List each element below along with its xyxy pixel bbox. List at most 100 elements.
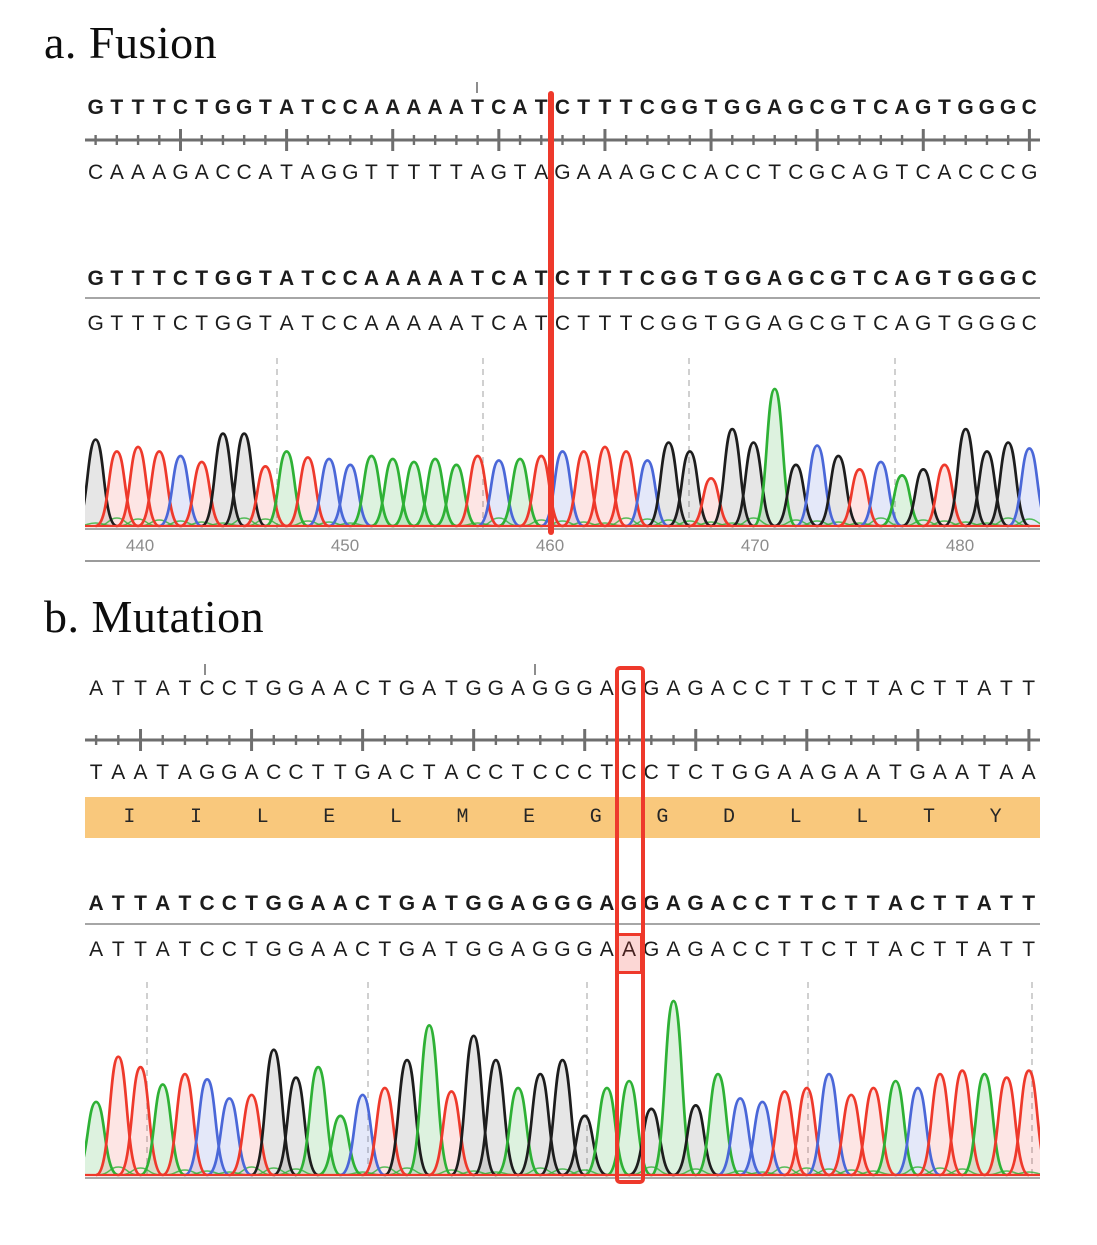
base-letter: T bbox=[534, 96, 548, 119]
base-letter: A bbox=[767, 312, 782, 335]
ruler-svg bbox=[85, 129, 1040, 151]
base-letter: T bbox=[152, 312, 166, 335]
base-letter: C bbox=[821, 892, 837, 915]
base-letter: A bbox=[866, 761, 881, 784]
base-letter: T bbox=[1000, 677, 1013, 700]
base-letter: G bbox=[214, 312, 232, 335]
base-letter: A bbox=[844, 761, 859, 784]
base-letter: T bbox=[933, 938, 947, 961]
base-letter: C bbox=[910, 677, 926, 700]
base-letter: A bbox=[512, 96, 528, 119]
axis-tick-label: 460 bbox=[535, 536, 565, 555]
base-letter: G bbox=[830, 96, 847, 119]
base-letter: C bbox=[199, 938, 215, 961]
base-letter: C bbox=[554, 96, 570, 119]
base-letter: T bbox=[245, 938, 258, 961]
base-letter: A bbox=[444, 761, 459, 784]
base-letter: C bbox=[221, 892, 237, 915]
base-letter: A bbox=[894, 96, 910, 119]
base-letter: T bbox=[711, 761, 725, 784]
base-letter: T bbox=[768, 161, 782, 184]
base-letter: T bbox=[937, 267, 951, 290]
base-letter: T bbox=[844, 938, 858, 961]
base-letter: G bbox=[531, 938, 549, 961]
base-letter: T bbox=[844, 677, 858, 700]
base-letter: G bbox=[554, 938, 571, 961]
base-letter: G bbox=[957, 312, 974, 335]
base-letter: A bbox=[977, 677, 992, 700]
amino-acid-letter: L bbox=[789, 806, 802, 829]
base-letter: C bbox=[754, 938, 770, 961]
base-letter: G bbox=[724, 96, 741, 119]
base-letter: G bbox=[235, 267, 253, 290]
base-letter: C bbox=[754, 892, 770, 915]
base-letter: T bbox=[386, 161, 400, 184]
base-letter: T bbox=[937, 96, 951, 119]
base-letter: T bbox=[111, 938, 125, 961]
panel-b-chromatogram bbox=[85, 982, 1040, 1184]
base-letter: G bbox=[465, 892, 482, 915]
base-letter: T bbox=[977, 761, 991, 784]
base-letter: T bbox=[471, 96, 484, 119]
base-letter: A bbox=[703, 161, 718, 184]
base-letter: A bbox=[666, 938, 681, 961]
base-letter: C bbox=[321, 96, 337, 119]
base-letter: G bbox=[265, 677, 282, 700]
base-letter: A bbox=[1021, 761, 1036, 784]
base-letter: A bbox=[888, 938, 903, 961]
base-letter: A bbox=[534, 161, 549, 184]
base-letter: T bbox=[777, 677, 791, 700]
base-letter: G bbox=[554, 892, 571, 915]
base-letter: T bbox=[131, 96, 145, 119]
panel-a-chromatogram bbox=[85, 358, 1040, 535]
base-letter: A bbox=[599, 677, 614, 700]
base-letter: T bbox=[619, 267, 633, 290]
base-letter: C bbox=[236, 161, 252, 184]
base-letter: G bbox=[745, 96, 762, 119]
base-letter: C bbox=[1021, 267, 1037, 290]
base-letter: C bbox=[321, 267, 337, 290]
base-letter: T bbox=[110, 267, 124, 290]
base-letter: A bbox=[363, 96, 380, 119]
base-letter: C bbox=[639, 312, 655, 335]
base-letter: G bbox=[398, 892, 416, 915]
panel-a-ruler bbox=[85, 125, 1040, 155]
base-letter: A bbox=[406, 312, 421, 335]
base-letter: A bbox=[470, 161, 485, 184]
base-letter: A bbox=[512, 267, 528, 290]
amino-acid-letter: G bbox=[589, 806, 602, 829]
base-letter: T bbox=[889, 761, 902, 784]
base-letter: G bbox=[643, 677, 660, 700]
base-letter: C bbox=[688, 761, 704, 784]
base-letter: C bbox=[732, 677, 748, 700]
base-letter: T bbox=[333, 761, 347, 784]
base-letter: A bbox=[576, 161, 591, 184]
base-letter: A bbox=[333, 677, 348, 700]
base-letter: C bbox=[979, 161, 995, 184]
base-letter: A bbox=[385, 96, 401, 119]
base-letter: G bbox=[745, 312, 762, 335]
base-letter: G bbox=[687, 677, 704, 700]
base-letter: C bbox=[554, 761, 570, 784]
base-letter: C bbox=[754, 677, 770, 700]
base-letter: T bbox=[1000, 892, 1013, 915]
base-letter: T bbox=[178, 677, 192, 700]
base-letter: G bbox=[820, 761, 837, 784]
base-letter: T bbox=[152, 267, 166, 290]
base-letter: C bbox=[532, 761, 548, 784]
base-letter: C bbox=[732, 892, 748, 915]
base-letter: G bbox=[639, 161, 656, 184]
base-letter: A bbox=[448, 96, 464, 119]
base-letter: T bbox=[89, 761, 103, 784]
base-letter: C bbox=[342, 267, 358, 290]
base-letter: T bbox=[152, 96, 166, 119]
base-letter: C bbox=[491, 312, 507, 335]
base-letter: C bbox=[957, 161, 974, 184]
base-letter: A bbox=[894, 312, 909, 335]
base-letter: T bbox=[195, 312, 209, 335]
base-letter: T bbox=[449, 161, 463, 184]
base-letter: T bbox=[111, 677, 125, 700]
amino-acid-letter: G bbox=[656, 806, 669, 829]
